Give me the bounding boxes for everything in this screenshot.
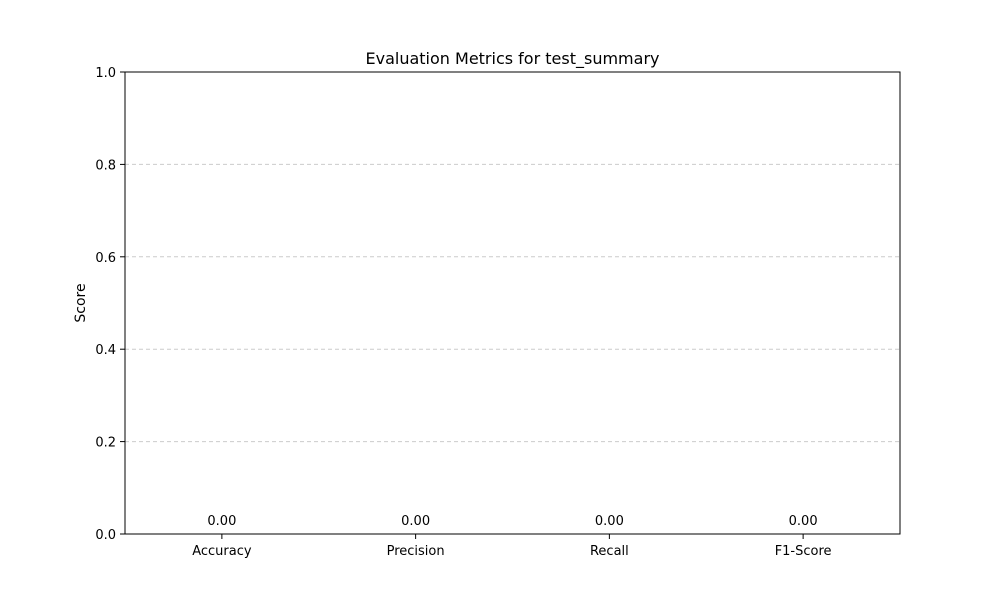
chart-title: Evaluation Metrics for test_summary — [366, 49, 660, 69]
y-axis-label: Score — [73, 283, 89, 322]
y-tick-label: 0.8 — [95, 158, 116, 173]
x-axis-ticks: Accuracy Precision Recall F1-Score — [192, 534, 832, 559]
y-tick-label: 0.4 — [95, 343, 116, 358]
bar-value-label: 0.00 — [595, 514, 624, 529]
bar-value-label: 0.00 — [401, 514, 430, 529]
y-tick-label: 0.0 — [95, 528, 116, 543]
y-tick-label: 0.6 — [95, 251, 116, 266]
x-tick-label: Accuracy — [192, 544, 252, 559]
y-tick-label: 1.0 — [95, 66, 116, 81]
plot-frame — [124, 71, 901, 535]
y-tick-label: 0.2 — [95, 436, 116, 451]
data-labels: 0.00 0.00 0.00 0.00 — [207, 514, 817, 529]
bar-value-label: 0.00 — [207, 514, 236, 529]
x-tick-label: F1-Score — [775, 544, 832, 559]
grid-lines — [125, 163, 900, 443]
y-axis-ticks: 0.0 0.2 0.4 0.6 0.8 1.0 — [95, 66, 125, 543]
x-tick-label: Precision — [387, 544, 445, 559]
x-tick-label: Recall — [590, 544, 629, 559]
bar-value-label: 0.00 — [789, 514, 818, 529]
